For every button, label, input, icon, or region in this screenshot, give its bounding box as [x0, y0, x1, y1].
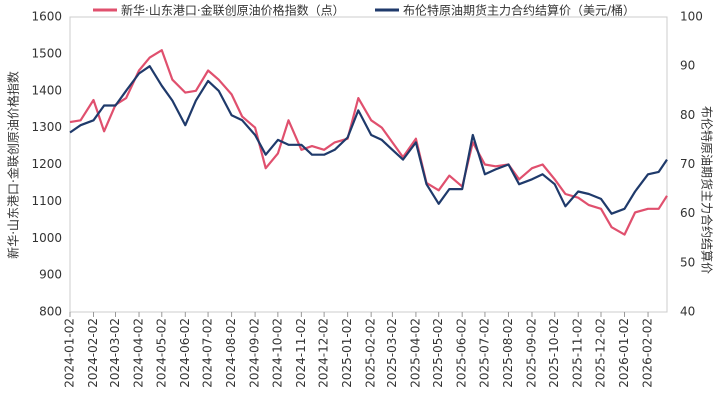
x-tick-label: 2025-04-02 [408, 318, 422, 388]
y2-tick-label: 80 [680, 108, 695, 122]
x-tick-label: 2024-12-02 [317, 318, 331, 388]
x-tick-label: 2024-05-02 [154, 318, 168, 388]
x-tick-label: 2025-09-02 [524, 318, 538, 388]
y-axis-title: 新华·山东港口·金联创原油价格指数 [6, 71, 21, 259]
x-tick-label: 2025-05-02 [431, 318, 445, 388]
x-tick-label: 2024-03-02 [108, 318, 122, 388]
series-line [69, 65, 668, 215]
series-line [69, 49, 668, 236]
y2-tick-label: 40 [680, 305, 695, 319]
x-tick-label: 2025-11-02 [571, 318, 585, 388]
y2-tick-label: 50 [680, 255, 695, 269]
x-tick-label: 2024-04-02 [132, 318, 146, 388]
y-tick-label: 1000 [31, 231, 62, 245]
x-tick-label: 2025-10-02 [547, 318, 561, 388]
legend-label: 新华·山东港口·金联创原油价格指数（点） [121, 3, 345, 18]
x-tick-label: 2025-02-02 [364, 318, 378, 388]
x-tick-label: 2024-01-02 [63, 318, 77, 388]
x-tick-label: 2024-10-02 [270, 318, 284, 388]
x-tick-label: 2024-07-02 [201, 318, 215, 388]
x-tick-label: 2024-02-02 [86, 318, 100, 388]
x-tick-label: 2025-08-02 [501, 318, 515, 388]
y-tick-label: 900 [39, 268, 62, 282]
x-tick-label: 2024-11-02 [294, 318, 308, 388]
x-tick-label: 2025-01-02 [340, 318, 354, 388]
y2-tick-label: 70 [680, 157, 695, 171]
x-tick-label: 2024-09-02 [248, 318, 262, 388]
x-tick-label: 2026-01-02 [617, 318, 631, 388]
x-tick-label: 2025-12-02 [594, 318, 608, 388]
x-tick-label: 2025-06-02 [455, 318, 469, 388]
x-tick-label: 2026-02-02 [641, 318, 655, 388]
y-tick-label: 1200 [31, 157, 62, 171]
y-tick-label: 1300 [31, 120, 62, 134]
x-tick-label: 2025-03-02 [385, 318, 399, 388]
y-tick-label: 1600 [31, 10, 62, 24]
y-tick-label: 800 [39, 305, 62, 319]
x-tick-label: 2024-08-02 [224, 318, 238, 388]
x-tick-label: 2025-07-02 [477, 318, 491, 388]
legend-label: 布伦特原油期货主力合约结算价（美元/桶） [403, 3, 635, 18]
y2-tick-label: 100 [680, 10, 703, 24]
y-tick-label: 1500 [31, 46, 62, 60]
y-tick-label: 1400 [31, 83, 62, 97]
y2-axis-title: 布伦特原油期货主力合约结算价 [700, 106, 715, 274]
y-tick-label: 1100 [31, 194, 62, 208]
x-tick-label: 2024-06-02 [178, 318, 192, 388]
y2-tick-label: 90 [680, 59, 695, 73]
y2-tick-label: 60 [680, 206, 695, 220]
plot-frame [69, 16, 668, 313]
